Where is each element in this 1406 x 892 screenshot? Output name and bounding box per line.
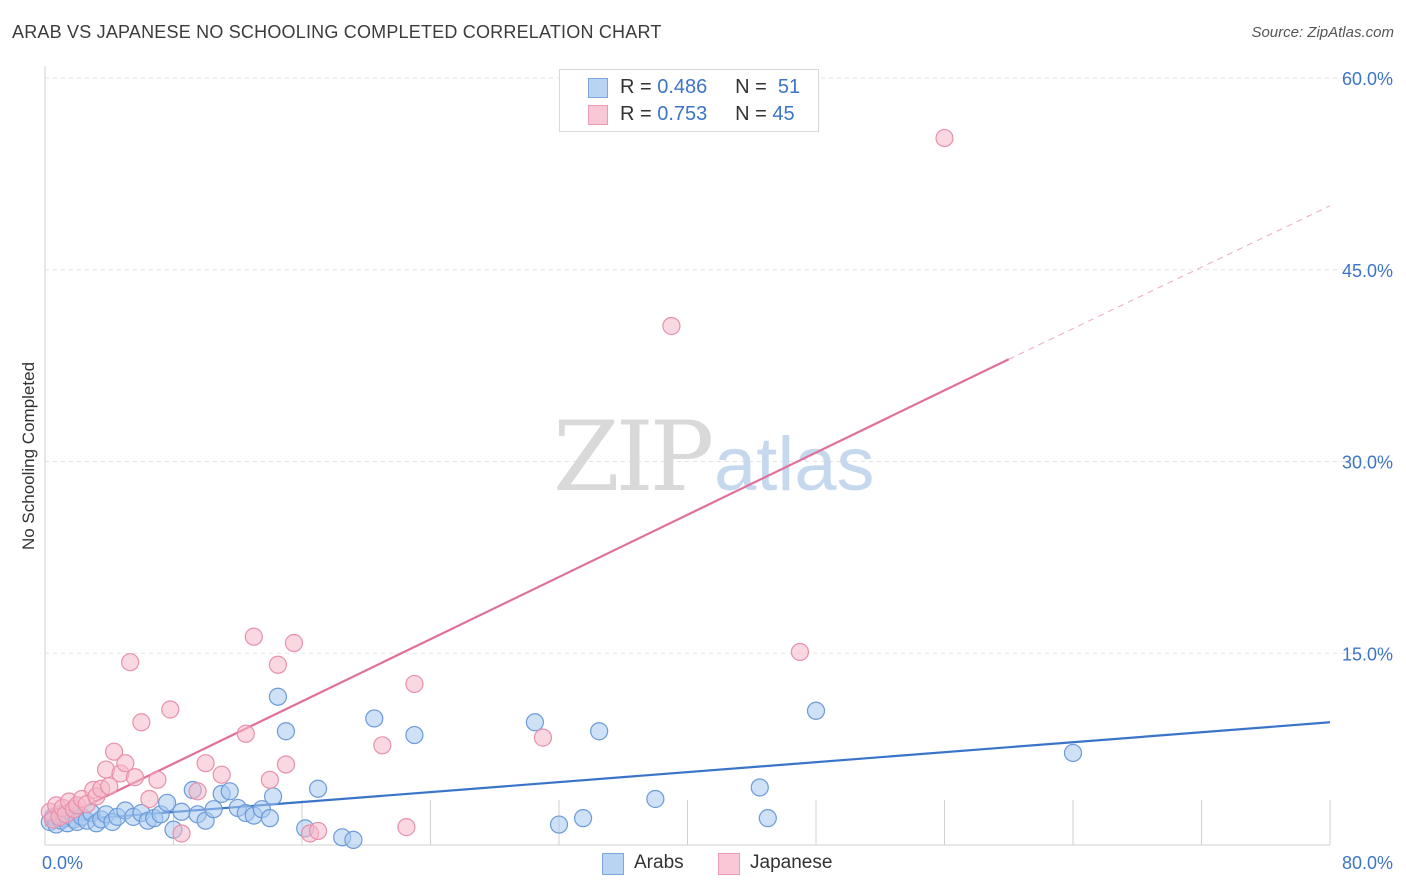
legend-r-value-japanese: 0.753 (657, 103, 708, 125)
japanese-point-38 (397, 818, 416, 837)
y-tick-label-2: 45.0% (1342, 261, 1393, 281)
arabs-point-44 (344, 830, 363, 849)
arabs-point-32 (220, 782, 239, 801)
x-tick-label-0: 0.0% (42, 853, 83, 873)
legend-n-value-japanese: 45 (772, 103, 795, 125)
arabs-point-49 (573, 809, 593, 828)
y-tick-label-0: 15.0% (1342, 644, 1393, 664)
arabs-point-24 (157, 793, 177, 812)
arabs-point-26 (172, 802, 191, 821)
arabs-point-47 (525, 713, 545, 732)
japanese-point-34 (284, 633, 304, 653)
japanese-point-42 (790, 642, 810, 662)
arabs-point-37 (260, 809, 279, 828)
legend: R = 0.486 N = 51 R = 0.753 N = 45 (559, 69, 819, 132)
japanese-point-27 (196, 754, 215, 773)
arabs-point-53 (758, 809, 777, 828)
arabs-point-42 (308, 779, 328, 798)
japanese-point-29 (236, 724, 255, 743)
arabs-point-54 (806, 701, 826, 720)
japanese-point-28 (212, 765, 231, 784)
trend-line-japanese-extension (1008, 205, 1331, 360)
japanese-point-20 (125, 768, 145, 787)
grid-lines (45, 77, 1390, 654)
y-axis-label: No Schooling Completed (19, 362, 38, 550)
bottom-legend-swatch-japanese (718, 853, 740, 875)
tick-labels: 15.0% 30.0% 45.0% 60.0% 0.0% 80.0% (42, 69, 1393, 873)
arabs-point-52 (750, 778, 769, 797)
arabs-point-30 (204, 800, 223, 819)
japanese-point-19 (121, 653, 140, 672)
bottom-legend-label-japanese: Japanese (750, 852, 833, 873)
japanese-point-31 (260, 770, 279, 789)
y-tick-label-1: 30.0% (1342, 453, 1393, 473)
japanese-point-32 (268, 655, 288, 674)
japanese-point-21 (132, 713, 151, 732)
japanese-point-16 (104, 742, 124, 761)
japanese-point-33 (276, 755, 296, 774)
japanese-point-23 (148, 770, 167, 789)
axes (44, 66, 1331, 846)
japanese-point-41 (662, 316, 681, 336)
japanese-point-30 (244, 627, 263, 646)
japanese-point-26 (188, 782, 207, 801)
legend-r-label: R = (620, 103, 652, 125)
japanese-point-36 (308, 821, 328, 841)
bottom-legend-swatch-arabs (602, 853, 624, 875)
japanese-point-43 (935, 128, 954, 148)
japanese-point-24 (161, 700, 180, 719)
arabs-point-55 (1063, 743, 1083, 763)
legend-r-label: R = (620, 76, 652, 98)
arabs-point-45 (365, 709, 384, 728)
data-points (40, 128, 1083, 849)
japanese-point-18 (116, 754, 135, 773)
bottom-legend-label-arabs: Arabs (634, 852, 684, 873)
trend-line-japanese (44, 358, 1010, 827)
japanese-point-22 (140, 789, 159, 809)
legend-swatch-japanese (588, 105, 608, 125)
legend-swatch-arabs (588, 78, 608, 98)
arabs-point-50 (590, 722, 609, 741)
x-tick-label-1: 80.0% (1342, 853, 1393, 873)
arabs-point-38 (263, 787, 283, 806)
japanese-point-39 (405, 674, 424, 694)
japanese-point-37 (373, 736, 392, 755)
arabs-point-48 (549, 815, 569, 834)
y-tick-label-3: 60.0% (1342, 69, 1393, 89)
arabs-point-40 (276, 722, 296, 741)
legend-n-value-arabs: 51 (777, 76, 801, 98)
arabs-point-46 (405, 725, 424, 745)
legend-n-label: N = (735, 76, 767, 98)
japanese-point-40 (533, 728, 553, 747)
japanese-point-15 (100, 777, 119, 796)
arabs-point-51 (646, 789, 665, 809)
source-label: Source: ZipAtlas.com (1251, 24, 1394, 41)
arabs-point-39 (268, 687, 288, 706)
legend-n-label: N = (735, 103, 767, 125)
legend-r-value-arabs: 0.486 (657, 76, 708, 98)
japanese-point-25 (172, 824, 191, 843)
watermark: ZIP atlas (553, 401, 875, 513)
watermark-zip: ZIP (553, 401, 712, 513)
chart-title: ARAB VS JAPANESE NO SCHOOLING COMPLETED … (12, 22, 662, 42)
